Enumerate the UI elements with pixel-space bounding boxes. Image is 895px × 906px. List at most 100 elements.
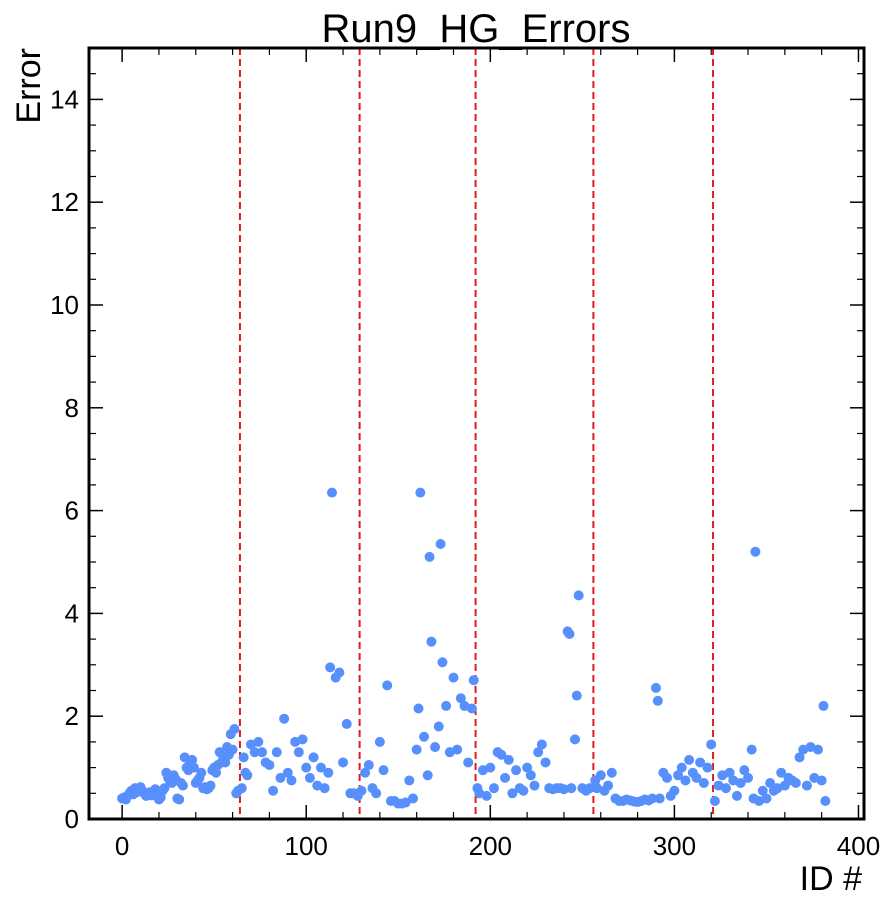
data-point — [684, 754, 695, 765]
data-point — [374, 736, 385, 747]
data-point — [507, 788, 518, 799]
data-point — [652, 695, 663, 706]
data-point — [698, 778, 709, 789]
data-point — [437, 657, 448, 668]
data-point — [564, 628, 575, 639]
data-point — [735, 778, 746, 789]
data-point — [188, 762, 199, 773]
data-point — [187, 754, 198, 765]
data-point — [566, 783, 577, 794]
data-point — [765, 778, 776, 789]
data-point — [304, 772, 315, 783]
data-point — [360, 767, 371, 778]
y-tick-label: 12 — [50, 187, 79, 217]
data-point — [334, 667, 345, 678]
data-point — [801, 780, 812, 791]
data-point — [319, 783, 330, 794]
data-point — [407, 793, 418, 804]
data-point — [595, 770, 606, 781]
data-point — [323, 767, 334, 778]
data-point — [673, 770, 684, 781]
x-tick-label: 200 — [469, 831, 512, 861]
y-tick-label: 4 — [65, 598, 79, 628]
data-point — [503, 754, 514, 765]
data-point — [779, 780, 790, 791]
data-point — [268, 785, 279, 796]
data-point — [485, 762, 496, 773]
data-point — [794, 752, 805, 763]
data-point — [341, 718, 352, 729]
data-point — [463, 757, 474, 768]
data-point — [293, 747, 304, 758]
data-point — [739, 765, 750, 776]
data-point — [301, 762, 312, 773]
data-point — [529, 780, 540, 791]
data-point — [404, 775, 415, 786]
data-point — [435, 539, 446, 550]
y-tick-label: 8 — [65, 393, 79, 423]
data-point — [820, 796, 831, 807]
data-point — [695, 757, 706, 768]
x-tick-label: 400 — [837, 831, 880, 861]
data-point — [211, 767, 222, 778]
data-point — [724, 767, 735, 778]
data-point — [227, 744, 238, 755]
data-point — [282, 767, 293, 778]
data-point — [488, 783, 499, 794]
data-point — [731, 790, 742, 801]
data-point — [253, 736, 264, 747]
data-point — [174, 794, 185, 805]
data-point — [496, 749, 507, 760]
data-point — [468, 675, 479, 686]
data-point — [297, 734, 308, 745]
data-points — [117, 487, 831, 809]
data-point — [159, 783, 170, 794]
data-point — [540, 757, 551, 768]
data-point — [413, 703, 424, 714]
data-point — [511, 765, 522, 776]
data-point — [573, 590, 584, 601]
data-point — [279, 713, 290, 724]
data-point — [518, 785, 529, 796]
data-point — [338, 757, 349, 768]
data-point — [750, 546, 761, 557]
data-point — [569, 734, 580, 745]
x-tick-label: 300 — [653, 831, 696, 861]
data-point — [378, 765, 389, 776]
data-point — [315, 762, 326, 773]
data-point — [606, 767, 617, 778]
data-point — [229, 724, 240, 735]
data-point — [448, 672, 459, 683]
data-point — [676, 762, 687, 773]
plot-frame — [87, 46, 866, 821]
data-point — [533, 747, 544, 758]
data-point — [441, 700, 452, 711]
data-point — [286, 775, 297, 786]
data-point — [680, 775, 691, 786]
data-point — [706, 739, 717, 750]
data-point — [371, 788, 382, 799]
data-point — [356, 785, 367, 796]
boundary-lines — [238, 48, 715, 819]
data-point — [452, 744, 463, 755]
data-point — [761, 793, 772, 804]
data-point — [500, 772, 511, 783]
data-point — [669, 785, 680, 796]
data-point — [691, 772, 702, 783]
y-axis-label: Error — [10, 48, 48, 124]
y-tick-label: 0 — [65, 804, 79, 834]
data-point — [271, 747, 282, 758]
data-point — [422, 770, 433, 781]
data-point — [400, 797, 411, 808]
data-point — [363, 760, 374, 771]
data-point — [264, 760, 275, 771]
data-point — [220, 757, 231, 768]
data-point — [558, 784, 569, 795]
data-point — [743, 772, 754, 783]
data-point — [415, 487, 426, 498]
x-axis-label: ID # — [800, 860, 862, 898]
data-point — [757, 785, 768, 796]
data-point — [746, 744, 757, 755]
data-point — [571, 690, 582, 701]
